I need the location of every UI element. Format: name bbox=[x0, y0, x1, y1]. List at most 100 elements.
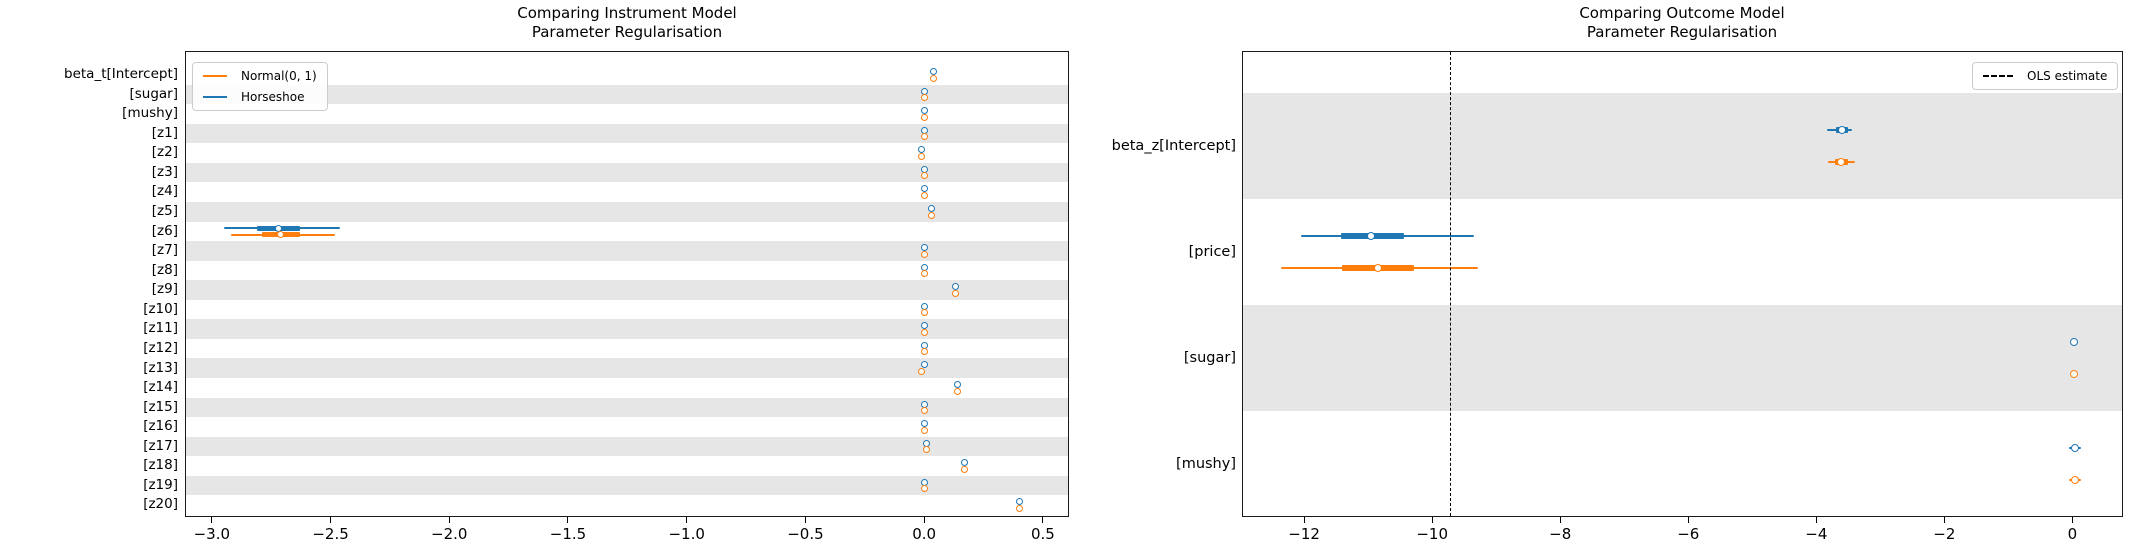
point-marker bbox=[930, 74, 938, 82]
x-tick-label: −6 bbox=[1677, 525, 1700, 543]
point-marker bbox=[920, 250, 928, 258]
x-tick-label: −4 bbox=[1805, 525, 1828, 543]
y-axis-label: [z12] bbox=[143, 339, 178, 356]
y-axis-label: [z15] bbox=[143, 398, 178, 415]
x-tick-label: −1.5 bbox=[549, 525, 587, 543]
point-marker bbox=[920, 165, 928, 173]
point-marker bbox=[920, 126, 928, 134]
point-marker bbox=[920, 87, 928, 95]
x-tick-label: −2.5 bbox=[312, 525, 349, 543]
x-tick-mark bbox=[2071, 517, 2073, 523]
point-marker bbox=[920, 133, 928, 141]
ols-estimate-line bbox=[1450, 52, 1452, 516]
x-tick-label: −2.0 bbox=[431, 525, 468, 543]
plot-area bbox=[1242, 51, 2123, 517]
x-tick-label: 0.5 bbox=[1030, 525, 1055, 543]
point-marker bbox=[953, 381, 961, 389]
point-marker bbox=[923, 446, 931, 454]
y-axis-label: [sugar] bbox=[1183, 349, 1236, 366]
legend-label: OLS estimate bbox=[2027, 69, 2108, 83]
row-band bbox=[186, 358, 1068, 379]
y-axis-label: [z17] bbox=[143, 437, 178, 454]
legend-entry-normal: Normal(0, 1) bbox=[203, 69, 317, 83]
y-axis-label: [z5] bbox=[151, 203, 178, 220]
horseshoe-prior-line-swatch bbox=[203, 96, 227, 98]
x-tick-label: 0.0 bbox=[912, 525, 937, 543]
x-tick-mark bbox=[686, 517, 688, 523]
point-marker bbox=[920, 107, 928, 115]
title-line-1: Comparing Instrument Model bbox=[517, 4, 737, 22]
point-marker bbox=[1837, 158, 1846, 166]
y-axis-label: [z9] bbox=[151, 281, 178, 298]
point-marker bbox=[2070, 370, 2079, 378]
point-marker bbox=[2070, 476, 2079, 484]
y-axis-label: [z6] bbox=[151, 222, 178, 239]
point-marker bbox=[920, 309, 928, 317]
point-marker bbox=[920, 400, 928, 408]
title-line-2: Parameter Regularisation bbox=[1586, 23, 1778, 41]
point-marker bbox=[918, 152, 926, 160]
y-axis-label: [z4] bbox=[151, 183, 178, 200]
title-line-2: Parameter Regularisation bbox=[531, 23, 723, 41]
row-band bbox=[186, 280, 1068, 300]
point-marker bbox=[920, 191, 928, 199]
row-band bbox=[186, 162, 1068, 183]
point-marker bbox=[1015, 498, 1023, 506]
legend-label: Horseshoe bbox=[241, 90, 305, 104]
point-marker bbox=[920, 348, 928, 356]
x-tick-mark bbox=[1687, 517, 1689, 523]
point-marker bbox=[920, 263, 928, 271]
row-band bbox=[186, 319, 1068, 339]
instrument-panel-title: Comparing Instrument Model Parameter Reg… bbox=[517, 4, 736, 42]
point-marker bbox=[1373, 264, 1382, 272]
plot-area bbox=[185, 51, 1069, 517]
row-band bbox=[186, 201, 1068, 222]
y-axis-label: [z2] bbox=[151, 144, 178, 161]
ols-dashed-line-swatch bbox=[1983, 75, 2013, 77]
y-axis-label: [z7] bbox=[151, 242, 178, 259]
title-line-1: Comparing Outcome Model bbox=[1579, 4, 1785, 22]
point-marker bbox=[961, 459, 969, 467]
point-marker bbox=[1837, 126, 1846, 134]
point-marker bbox=[927, 204, 935, 212]
y-axis-label: [z11] bbox=[143, 320, 178, 337]
point-marker bbox=[951, 283, 959, 291]
row-band bbox=[186, 84, 1068, 105]
point-marker bbox=[951, 289, 959, 297]
point-marker bbox=[920, 270, 928, 278]
point-marker bbox=[920, 172, 928, 180]
point-marker bbox=[920, 113, 928, 121]
row-band bbox=[1243, 93, 2122, 199]
x-tick-mark bbox=[1559, 517, 1561, 523]
x-tick-label: −10 bbox=[1416, 525, 1448, 543]
point-marker bbox=[918, 146, 926, 154]
x-tick-mark bbox=[804, 517, 806, 523]
x-tick-label: −2 bbox=[1933, 525, 1956, 543]
point-marker bbox=[277, 231, 285, 239]
x-tick-label: −12 bbox=[1288, 525, 1320, 543]
point-marker bbox=[920, 328, 928, 336]
y-axis-label: [sugar] bbox=[129, 85, 178, 102]
x-tick-mark bbox=[330, 517, 332, 523]
x-tick-mark bbox=[448, 517, 450, 523]
y-axis-label: beta_z[Intercept] bbox=[1111, 137, 1236, 154]
point-marker bbox=[918, 368, 926, 376]
x-tick-mark bbox=[211, 517, 213, 523]
point-marker bbox=[920, 485, 928, 493]
x-tick-mark bbox=[1943, 517, 1945, 523]
point-marker bbox=[923, 439, 931, 447]
x-tick-label: −3.0 bbox=[193, 525, 231, 543]
point-marker bbox=[920, 420, 928, 428]
point-marker bbox=[2070, 444, 2079, 452]
point-marker bbox=[1015, 505, 1023, 512]
y-axis-label: [z10] bbox=[143, 300, 178, 317]
y-axis-label: [z13] bbox=[143, 359, 178, 376]
row-band bbox=[186, 475, 1068, 496]
x-tick-mark bbox=[923, 517, 925, 523]
y-axis-label: [z8] bbox=[151, 261, 178, 278]
point-marker bbox=[2070, 338, 2079, 346]
point-marker bbox=[274, 224, 282, 232]
y-axis-label: [z3] bbox=[151, 163, 178, 180]
outcome-panel-title: Comparing Outcome Model Parameter Regula… bbox=[1579, 4, 1784, 42]
